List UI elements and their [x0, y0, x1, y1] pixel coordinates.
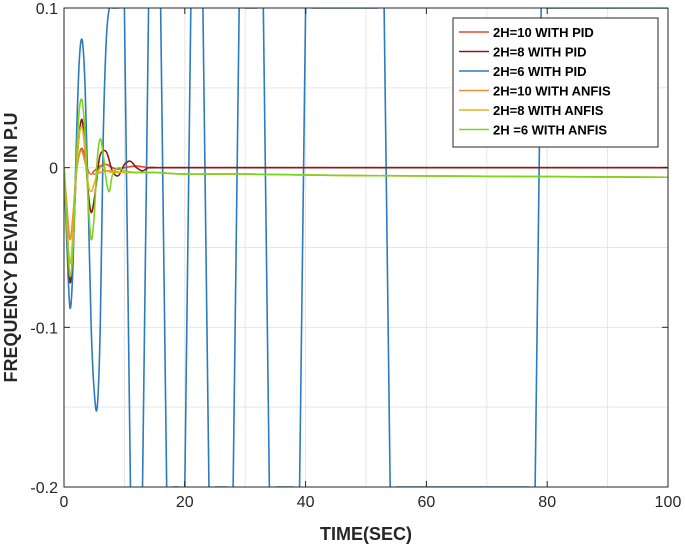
legend-box — [452, 17, 659, 148]
y-tick-label: 0.1 — [36, 1, 58, 18]
x-axis-label: TIME(SEC) — [320, 524, 412, 544]
x-tick-label: 20 — [176, 494, 194, 511]
legend-label: 2H=10 WITH PID — [493, 25, 594, 40]
series-layer — [64, 8, 668, 487]
legend-label: 2H=10 WITH ANFIS — [493, 84, 611, 99]
x-tick-label: 100 — [655, 494, 682, 511]
legend-label: 2H=8 WITH ANFIS — [493, 103, 604, 118]
y-tick-labels: -0.2 -0.1 0 0.1 — [30, 1, 58, 497]
tick-marks — [63, 7, 669, 488]
y-tick-label: -0.1 — [30, 320, 58, 337]
series-line-2h-6-with-anfis — [64, 98, 668, 278]
x-tick-label: 0 — [60, 494, 69, 511]
x-tick-label: 40 — [297, 494, 315, 511]
y-axis-label: FREQUENCY DEVIATION IN P.U — [1, 112, 21, 382]
legend-label: 2H=8 WITH PID — [493, 45, 587, 60]
y-tick-label: 0 — [49, 161, 58, 178]
legend-label: 2H =6 WITH ANFIS — [493, 123, 607, 138]
legend: 2H=10 WITH PID 2H=8 WITH PID 2H=6 WITH PID… — [452, 17, 659, 148]
x-tick-labels: 0 20 40 60 80 100 — [60, 494, 682, 511]
x-tick-label: 60 — [418, 494, 436, 511]
x-tick-label: 80 — [538, 494, 556, 511]
y-tick-label: -0.2 — [30, 480, 58, 497]
legend-label: 2H=6 WITH PID — [493, 64, 587, 79]
plot-frame — [63, 7, 669, 488]
